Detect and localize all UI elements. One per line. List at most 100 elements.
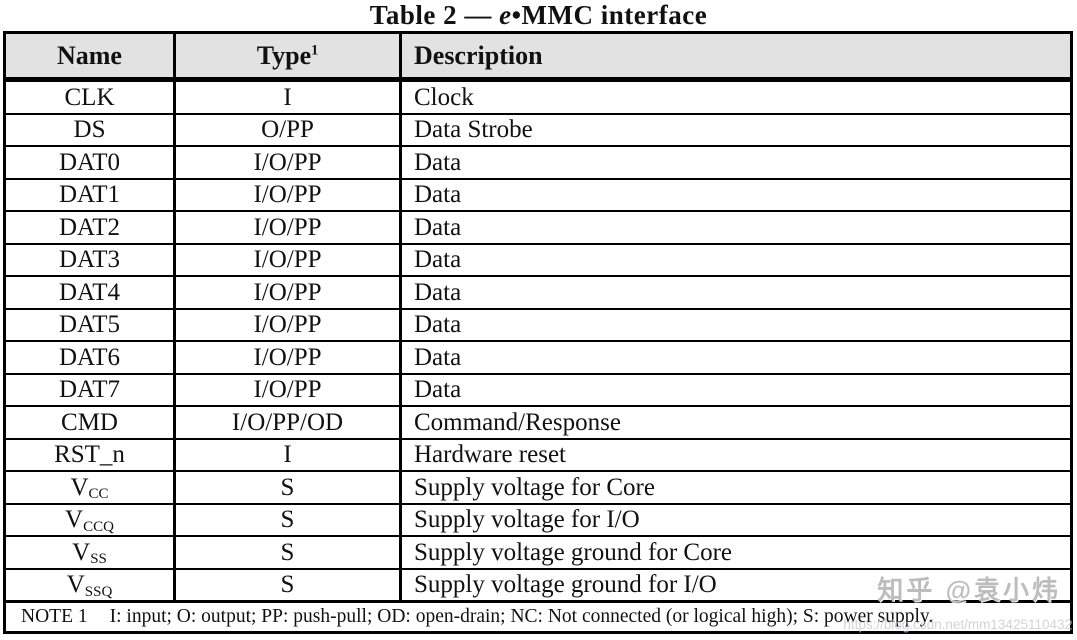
signal-name-cell: VSS — [3, 535, 176, 570]
signal-description-cell: Data — [399, 340, 1073, 375]
signal-description-cell: Data — [399, 275, 1073, 310]
signal-name-cell: DAT7 — [3, 372, 176, 407]
signal-description-cell: Command/Response — [399, 405, 1073, 440]
signal-name: V — [70, 473, 89, 501]
table-row: DAT2 I/O/PP Data — [3, 210, 1073, 245]
signal-name-cell: VSSQ — [3, 567, 176, 603]
table-row: DAT5 I/O/PP Data — [3, 307, 1073, 342]
signal-name: RST_n — [54, 441, 125, 469]
column-header-type-label: Type — [256, 40, 312, 70]
note-text: I: input; O: output; PP: push-pull; OD: … — [109, 606, 934, 628]
signal-description-cell: Supply voltage for I/O — [399, 502, 1073, 537]
signal-type-cell: I/O/PP/OD — [173, 405, 402, 440]
signal-description-cell: Supply voltage for Core — [399, 470, 1073, 505]
signal-name: V — [66, 571, 85, 599]
signal-name-cell: DAT2 — [3, 210, 176, 245]
signal-name: DAT4 — [58, 278, 121, 306]
signal-name: DAT0 — [58, 148, 121, 176]
signal-description-cell: Data — [399, 307, 1073, 342]
signal-name: DAT5 — [58, 311, 121, 339]
signal-type-cell: O/PP — [173, 112, 402, 147]
signal-name: CMD — [61, 408, 118, 436]
signal-name-cell: CMD — [3, 405, 176, 440]
signal-description-cell: Data — [399, 372, 1073, 407]
table-row: VCCQ S Supply voltage for I/O — [3, 502, 1073, 537]
type-footnote-marker: 1 — [311, 41, 319, 58]
signal-name-cell: CLK — [3, 78, 176, 115]
signal-name: DAT1 — [58, 181, 121, 209]
table-row: RST_n I Hardware reset — [3, 437, 1073, 472]
signal-type-cell: S — [173, 567, 402, 603]
signal-description-cell: Data Strobe — [399, 112, 1073, 147]
signal-type-cell: I/O/PP — [173, 210, 402, 245]
note-cell: NOTE 1 I: input; O: output; PP: push-pull… — [3, 600, 1073, 634]
table-row: DAT7 I/O/PP Data — [3, 372, 1073, 407]
signal-type-cell: I/O/PP — [173, 145, 402, 180]
signal-type-cell: I — [173, 437, 402, 472]
table-row: VSSQ S Supply voltage ground for I/O — [3, 567, 1073, 603]
table-row: DAT6 I/O/PP Data — [3, 340, 1073, 375]
signal-name-subscript: CC — [88, 486, 109, 503]
signal-type-cell: I/O/PP — [173, 372, 402, 407]
signal-type-cell: I/O/PP — [173, 177, 402, 212]
note-row: NOTE 1 I: input; O: output; PP: push-pull… — [3, 600, 1073, 634]
signal-type-cell: S — [173, 535, 402, 570]
signal-name-subscript: CCQ — [83, 518, 114, 535]
table-body: CLK I Clock DS O/PP Data Strobe DAT0 I/O… — [3, 78, 1073, 603]
signal-name: DAT2 — [58, 213, 121, 241]
column-header-description-label: Description — [414, 40, 543, 70]
signal-name-cell: VCC — [3, 470, 176, 505]
signal-name: DAT7 — [58, 376, 121, 404]
signal-name-cell: DAT5 — [3, 307, 176, 342]
signal-description-cell: Data — [399, 210, 1073, 245]
signal-name-subscript: SS — [90, 551, 107, 568]
signal-name-cell: VCCQ — [3, 502, 176, 537]
signal-type-cell: I — [173, 78, 402, 115]
column-header-description: Description — [399, 31, 1073, 82]
signal-description-cell: Hardware reset — [399, 437, 1073, 472]
table-footer: NOTE 1 I: input; O: output; PP: push-pull… — [3, 600, 1073, 634]
column-header-type: Type1 — [173, 31, 402, 82]
signal-name-cell: DAT3 — [3, 242, 176, 277]
signal-description-cell: Clock — [399, 78, 1073, 115]
signal-description-cell: Data — [399, 145, 1073, 180]
signal-name-cell: RST_n — [3, 437, 176, 472]
emmc-interface-table: Name Type1 Description CLK I Clock DS O/… — [3, 31, 1073, 634]
table-row: CMD I/O/PP/OD Command/Response — [3, 405, 1073, 440]
signal-type-cell: I/O/PP — [173, 340, 402, 375]
signal-type-cell: S — [173, 470, 402, 505]
signal-name-cell: DAT1 — [3, 177, 176, 212]
table-row: DAT3 I/O/PP Data — [3, 242, 1073, 277]
table-row: DAT0 I/O/PP Data — [3, 145, 1073, 180]
signal-name-subscript: SSQ — [84, 583, 113, 600]
signal-type-cell: I/O/PP — [173, 275, 402, 310]
signal-description-cell: Data — [399, 177, 1073, 212]
column-header-name-label: Name — [57, 40, 122, 70]
signal-name: DS — [73, 116, 106, 144]
table-title-suffix: •MMC interface — [511, 0, 708, 30]
table-title: Table 2 — e•MMC interface — [0, 0, 1077, 31]
signal-description-cell: Data — [399, 242, 1073, 277]
table-row: DS O/PP Data Strobe — [3, 112, 1073, 147]
signal-name: V — [72, 538, 91, 566]
signal-name: V — [65, 506, 84, 534]
signal-type-cell: S — [173, 502, 402, 537]
signal-name-cell: DAT4 — [3, 275, 176, 310]
signal-name: DAT6 — [58, 343, 121, 371]
signal-type-cell: I/O/PP — [173, 307, 402, 342]
table-title-italic-e: e — [499, 0, 512, 30]
table-title-prefix: Table 2 — — [369, 0, 500, 30]
table-row: CLK I Clock — [3, 78, 1073, 115]
signal-name-cell: DAT6 — [3, 340, 176, 375]
header-row: Name Type1 Description — [3, 31, 1073, 82]
signal-name-cell: DS — [3, 112, 176, 147]
signal-type-cell: I/O/PP — [173, 242, 402, 277]
signal-name: DAT3 — [58, 246, 121, 274]
note-label: NOTE 1 — [21, 606, 88, 628]
column-header-name: Name — [3, 31, 176, 82]
signal-description-cell: Supply voltage ground for I/O — [399, 567, 1073, 603]
table-row: VSS S Supply voltage ground for Core — [3, 535, 1073, 570]
signal-name: CLK — [64, 83, 115, 111]
table-header: Name Type1 Description — [3, 31, 1073, 82]
table-row: VCC S Supply voltage for Core — [3, 470, 1073, 505]
